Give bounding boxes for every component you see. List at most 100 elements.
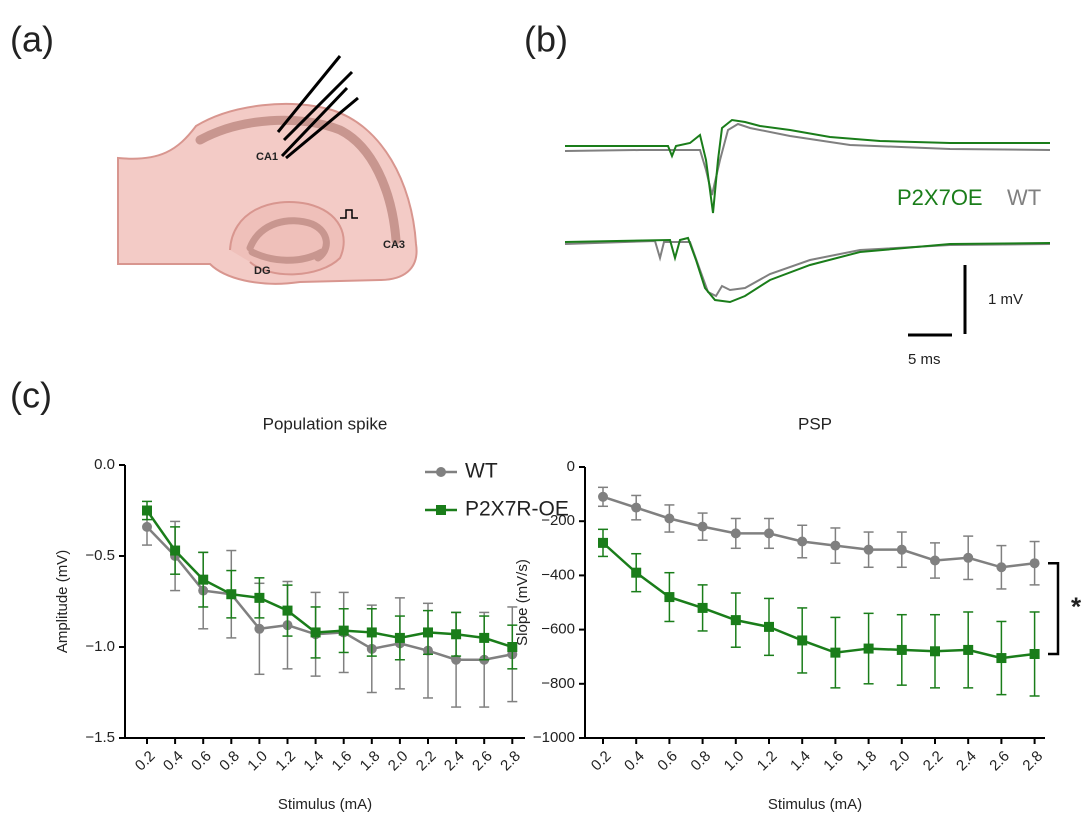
x-tick-label: 2.8 <box>1019 748 1046 775</box>
x-tick-label: 0.6 <box>654 748 681 775</box>
x-tick-label: 1.8 <box>853 748 880 775</box>
x-tick-label: 1.0 <box>721 748 748 775</box>
x-tick-label: 0.8 <box>687 748 714 775</box>
marker <box>423 627 433 638</box>
panel-label: (c) <box>10 375 52 416</box>
x-tick-label: 1.6 <box>820 748 847 775</box>
x-tick-label: 1.4 <box>787 748 814 775</box>
legend-label: P2X7R-OE <box>465 498 569 521</box>
y-tick-label: −0.5 <box>85 547 115 564</box>
electrode <box>280 86 349 158</box>
marker <box>830 647 841 658</box>
marker <box>479 632 490 643</box>
x-tick-label: 2.6 <box>469 748 496 775</box>
scale-label: 1 mV <box>988 291 1023 308</box>
x-tick-label: 2.8 <box>497 748 524 775</box>
x-tick-label: 2.2 <box>920 748 947 775</box>
y-tick-label: 0.0 <box>94 456 115 473</box>
y-axis-label: Slope (mV/s) <box>514 559 531 646</box>
y-tick-label: 0 <box>567 458 575 475</box>
x-tick-label: 2.0 <box>887 748 914 775</box>
marker <box>863 544 874 555</box>
trace-oe <box>565 118 1050 214</box>
x-tick-label: 2.2 <box>413 748 440 775</box>
marker <box>896 644 907 655</box>
marker <box>764 528 774 539</box>
marker <box>1029 648 1040 659</box>
marker <box>930 555 940 566</box>
electrode <box>285 96 359 160</box>
marker <box>366 627 377 638</box>
marker <box>664 592 675 603</box>
marker <box>598 491 608 502</box>
x-tick-label: 0.4 <box>160 748 187 775</box>
hippocampus-diagram: CA1 CA3 DG <box>117 55 418 285</box>
y-tick-label: −800 <box>541 675 575 692</box>
marker <box>830 540 841 551</box>
marker <box>142 505 152 516</box>
x-tick-label: 2.6 <box>986 748 1013 775</box>
marker <box>697 521 708 532</box>
marker <box>451 654 462 665</box>
region-label: DG <box>254 265 271 277</box>
traces <box>564 118 1051 337</box>
series-line <box>602 495 1035 569</box>
marker <box>282 605 293 616</box>
x-tick-label: 1.6 <box>329 748 356 775</box>
panel-label: (b) <box>524 19 568 60</box>
marker <box>598 537 608 548</box>
significance-label: * <box>1071 591 1082 621</box>
x-tick-label: 2.0 <box>385 748 412 775</box>
marker <box>863 643 874 654</box>
trace-legend: P2X7OE <box>897 185 983 210</box>
x-tick-label: 1.0 <box>244 748 271 775</box>
marker <box>963 644 974 655</box>
x-tick-label: 0.4 <box>621 748 648 775</box>
x-tick-label: 0.2 <box>132 748 159 775</box>
y-axis-label: Amplitude (mV) <box>54 550 71 653</box>
marker <box>1029 558 1040 569</box>
marker <box>896 544 907 555</box>
marker <box>254 592 265 603</box>
marker <box>730 615 741 626</box>
marker <box>436 505 446 515</box>
stimulus-icon <box>340 209 358 219</box>
marker <box>451 629 462 640</box>
ca-layer <box>195 115 401 245</box>
marker <box>338 625 349 636</box>
electrode <box>282 70 354 142</box>
marker <box>631 567 642 578</box>
region-label: CA3 <box>383 239 405 251</box>
marker <box>142 521 152 532</box>
scale-label: 5 ms <box>908 351 941 368</box>
y-tick-label: −600 <box>541 621 575 638</box>
series-line <box>602 541 1035 660</box>
x-tick-label: 2.4 <box>441 748 468 775</box>
marker <box>996 562 1007 573</box>
trace-legend: WT <box>1007 185 1041 210</box>
x-tick-label: 1.4 <box>300 748 327 775</box>
marker <box>730 528 741 539</box>
legend-label: WT <box>465 460 498 483</box>
x-tick-label: 0.8 <box>216 748 243 775</box>
dg-layer <box>246 217 330 264</box>
marker <box>254 623 265 634</box>
marker <box>664 513 675 524</box>
marker <box>930 646 940 657</box>
x-tick-label: 0.6 <box>188 748 215 775</box>
x-tick-label: 0.2 <box>588 748 615 775</box>
marker <box>170 545 181 556</box>
significance-bracket <box>1048 561 1060 656</box>
trace-oe <box>564 236 1051 304</box>
marker <box>310 627 321 638</box>
chart-title: Population spike <box>263 414 388 433</box>
x-tick-label: 1.2 <box>272 748 299 775</box>
marker <box>996 653 1007 664</box>
marker <box>198 574 209 585</box>
trace-wt <box>564 122 1051 196</box>
marker <box>226 589 237 600</box>
panel-label: (a) <box>10 19 54 60</box>
y-tick-label: −1000 <box>533 729 575 746</box>
marker <box>697 602 708 613</box>
